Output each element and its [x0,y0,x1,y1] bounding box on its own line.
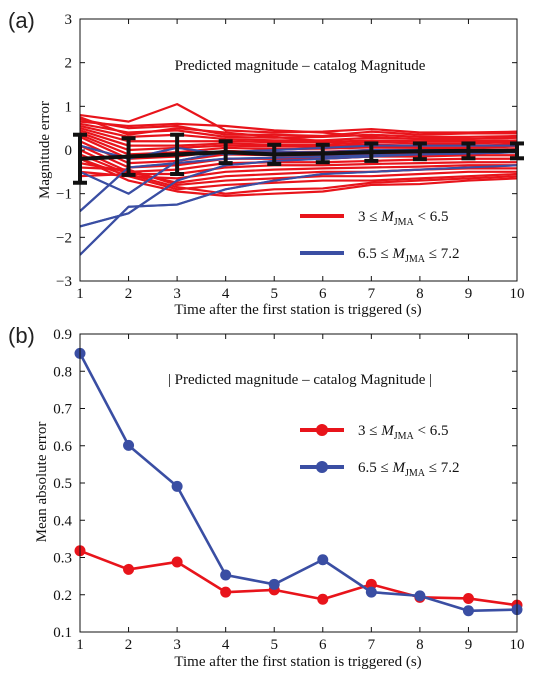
panel-b-x-tick-label: 8 [416,637,424,653]
panel-a-x-tick-label: 5 [270,286,278,302]
panel-b-x-tick-label: 3 [173,637,181,653]
panel-b-ticks: 1 2 3 4 5 6 7 8 9 10 0.1 0.2 0.3 0.4 0.5 0.6 0.7 0.8 0.9 [53,327,524,653]
panel-b-legend-label: 3 ≤ MJMA < 6.5 [358,423,448,442]
panel-a-y-tick-label: 2 [65,56,73,72]
panel-a: (a) 1 2 3 4 5 6 7 8 9 10 −3 −2 −1 0 1 2 3 Predicted magn… [8,8,525,318]
panel-b-blue-point [317,554,329,566]
panel-a-legend: 3 ≤ MJMA < 6.5 6.5 ≤ MJMA ≤ 7.2 [300,209,459,265]
panel-a-x-tick-label: 6 [319,286,327,302]
panel-a-ticks: 1 2 3 4 5 6 7 8 9 10 −3 −2 −1 0 1 2 3 [56,12,524,302]
panel-a-mean-errorbars [73,132,524,185]
panel-b-y-tick-label: 0.5 [53,476,72,492]
panel-b-legend: 3 ≤ MJMA < 6.5 6.5 ≤ MJMA ≤ 7.2 [300,423,459,479]
panel-b-annotation: | Predicted magnitude – catalog Magnitud… [168,372,432,388]
panel-a-red-series-line [80,153,517,176]
panel-b-blue-point [268,578,280,590]
panel-b-x-tick-label: 6 [319,637,327,653]
panel-b-y-tick-label: 0.9 [53,327,72,343]
panel-a-mean-line [79,148,517,161]
panel-b: (b) 1 2 3 4 5 6 7 8 9 10 0.1 0.2 0.3 0.4 0.5 0.6 0.7 0.8 0… [8,323,525,670]
panel-b-red-series-line [79,549,518,607]
panel-b-x-tick-label: 1 [76,637,84,653]
panel-b-red-point [220,586,232,598]
panel-a-blue-series-line-top [80,151,517,212]
panel-a-x-tick-label: 2 [125,286,133,302]
panel-a-blue-series-line-top [80,144,517,195]
panel-a-x-tick-label: 3 [173,286,181,302]
panel-b-legend-marker [316,461,328,473]
panel-b-red-point [462,592,474,604]
panel-a-red-series-line [80,118,517,138]
panel-a-red-series-line [80,148,517,173]
panel-b-red-point [365,578,377,590]
panel-a-letter: (a) [8,8,35,33]
panel-b-red-point [123,563,135,575]
panel-b-blue-point [220,569,232,581]
panel-b-plot-area [80,334,517,632]
panel-a-ylabel: Magnitude error [37,101,53,199]
panel-b-red-point [171,556,183,568]
panel-b-blue-series-line [78,352,518,613]
panel-a-legend-label: 6.5 ≤ MJMA ≤ 7.2 [358,246,459,265]
panel-a-blue-series-line-top [80,164,517,256]
panel-b-blue-point [365,586,377,598]
panel-b-red-point [317,593,329,605]
panel-a-x-tick-label: 9 [465,286,473,302]
panel-a-y-tick-label: −2 [56,230,72,246]
panel-a-red-series-line [80,170,517,191]
panel-a-red-series-line [80,116,517,154]
panel-b-x-tick-label: 9 [465,637,473,653]
panel-b-ylabel: Mean absolute error [34,422,50,543]
panel-a-x-tick-label: 1 [76,286,84,302]
panel-a-y-tick-label: 1 [65,99,73,115]
panel-a-y-tick-label: 3 [65,12,73,28]
panel-b-y-tick-label: 0.4 [53,513,72,529]
panel-a-red-series-line [80,129,517,147]
panel-a-x-tick-label: 8 [416,286,424,302]
panel-b-x-tick-label: 7 [368,637,376,653]
panel-b-x-tick-label: 10 [510,637,525,653]
panel-b-letter: (b) [8,323,35,348]
panel-a-xlabel: Time after the first station is triggere… [174,302,421,318]
panel-a-red-series-line [80,120,517,145]
panel-b-y-tick-label: 0.6 [53,439,72,455]
panel-a-y-tick-label: −3 [56,274,72,290]
panel-a-x-tick-label: 7 [368,286,376,302]
panel-b-blue-point [414,590,426,602]
panel-b-legend-label: 6.5 ≤ MJMA ≤ 7.2 [358,460,459,479]
panel-a-annotation: Predicted magnitude – catalog Magnitude [175,58,426,74]
panel-a-red-series-line [80,157,517,197]
panel-a-y-tick-label: 0 [65,143,73,159]
panel-b-blue-point [123,439,135,451]
panel-b-legend-marker [316,424,328,436]
panel-a-red-series-line [80,144,517,169]
panel-b-x-tick-label: 4 [222,637,230,653]
panel-a-y-tick-label: −1 [56,187,72,203]
panel-b-y-tick-label: 0.3 [53,551,72,567]
panel-a-x-tick-label: 10 [510,286,525,302]
panel-a-red-series-line [80,172,517,195]
panel-b-y-tick-label: 0.2 [53,588,72,604]
panel-a-legend-label: 3 ≤ MJMA < 6.5 [358,209,448,228]
panel-b-xlabel: Time after the first station is triggere… [174,654,421,670]
panel-b-series-lines [74,347,523,617]
panel-b-x-tick-label: 5 [270,637,278,653]
panel-b-blue-point [462,605,474,617]
panel-b-y-tick-label: 0.7 [53,402,72,418]
panel-b-blue-point [171,480,183,492]
panel-b-x-tick-label: 2 [125,637,133,653]
panel-b-y-tick-label: 0.8 [53,364,72,380]
panel-a-x-tick-label: 4 [222,286,230,302]
panel-b-y-tick-label: 0.1 [53,625,72,641]
